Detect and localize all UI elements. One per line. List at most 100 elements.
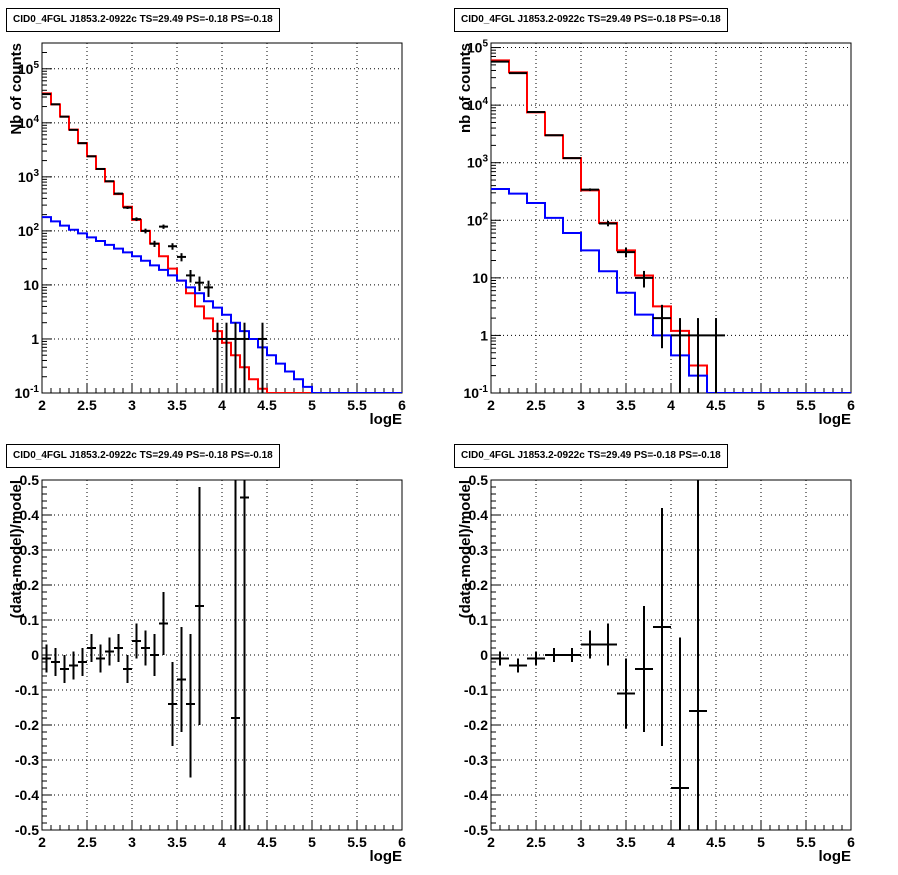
data-points [42,480,249,830]
data-point [581,188,599,192]
y-tick-label: 105 [467,39,489,56]
data-point [69,651,78,680]
data-point [545,648,563,662]
y-tick-label: -0.3 [15,752,39,768]
data-point [141,630,150,666]
x-axis-label: logE [819,411,852,428]
x-tick-label: 6 [398,834,406,850]
y-tick-label: 0.5 [469,472,489,488]
x-tick-label: 5 [308,397,316,413]
x-tick-label: 4.5 [706,834,726,850]
x-tick-label: 3 [128,397,136,413]
y-ticks [491,479,501,831]
y-ticks [42,42,52,394]
x-tick-label: 6 [847,397,855,413]
y-tick-label: -0.4 [464,787,488,803]
x-tick-label: 4.5 [706,397,726,413]
x-tick-label: 3.5 [167,397,187,413]
y-tick-label: 102 [18,222,40,239]
x-tick-label: 6 [847,834,855,850]
data-point [671,318,689,393]
y-tick-label: -0.5 [15,822,39,838]
x-axis-label: logE [819,848,852,865]
data-points [42,93,267,393]
x-tick-label: 5.5 [796,397,816,413]
data-point [150,240,159,247]
panel2-title: CID0_4FGL J1853.2-0922c TS=29.49 PS=-0.1… [454,8,728,32]
x-tick-label: 4 [218,397,226,413]
data-point [563,157,581,160]
y-tick-label: -0.3 [464,752,488,768]
data-point [123,206,132,210]
data-point [177,253,186,262]
data-point [96,167,105,170]
y-tick-label: 0 [31,647,39,663]
x-tick-label: 3.5 [616,834,636,850]
x-tick-label: 2 [487,834,495,850]
data-point [195,487,204,725]
data-point [689,480,707,830]
data-point [240,322,249,393]
data-point [168,243,177,250]
data-point [150,634,159,676]
data-point [105,637,114,666]
data-points [491,60,725,393]
y-tick-label: 103 [467,154,489,171]
data-point [707,318,725,393]
data-point [159,592,168,655]
data-point [599,220,617,227]
x-ticks [490,820,852,830]
y-ticks [491,47,501,394]
data-point [132,217,141,222]
x-tick-label: 4.5 [257,397,277,413]
y-tick-label: 0.4 [20,507,40,523]
x-tick-label: 3 [128,834,136,850]
y-axis-label: (data-model)/model [8,480,25,618]
y-tick-label: 102 [467,211,489,228]
y-tick-label: 0.2 [20,577,40,593]
data-point [240,480,249,830]
data-point [213,322,222,393]
y-tick-label: 104 [467,96,489,113]
data-point [222,322,231,393]
y-tick-label: 1 [31,331,39,347]
x-tick-label: 3.5 [616,397,636,413]
histogram-series-2 [491,187,851,393]
panel-4: 2 2.5 3 3.5 4 4.5 5 5.5 6 -0.5 -0.4 -0.3 -0.2 -0.1 0 0.… [457,472,855,865]
data-point [60,655,69,683]
data-point [563,648,581,662]
y-axis-label: Nb of counts [8,43,25,135]
data-point [195,276,204,292]
x-tick-label: 2 [38,397,46,413]
x-tick-label: 5.5 [796,834,816,850]
x-ticks [41,383,403,393]
x-axis-label: logE [370,411,403,428]
panel1-title: CID0_4FGL J1853.2-0922c TS=29.49 PS=-0.1… [6,8,280,32]
y-tick-label: -0.1 [15,682,39,698]
y-tick-label: 10-1 [464,384,489,401]
data-point [186,634,195,778]
data-point [114,634,123,662]
y-tick-label: 1 [480,327,488,343]
y-tick-label: -0.2 [15,717,39,733]
data-point [87,634,96,662]
y-tick-label: -0.4 [15,787,39,803]
data-point [671,637,689,830]
data-point [177,627,186,732]
data-point [186,269,195,283]
data-point [635,270,653,288]
data-point [114,192,123,195]
plot-area [491,59,851,393]
data-point [231,322,240,393]
data-point [168,662,177,746]
data-point [617,658,635,729]
y-tick-label: 10 [472,270,488,286]
data-point [78,142,87,145]
x-tick-label: 3 [577,397,585,413]
histogram-series-2 [42,216,402,393]
x-tick-label: 2 [487,397,495,413]
data-point [204,280,213,297]
grid [491,480,851,830]
data-point [132,623,141,659]
